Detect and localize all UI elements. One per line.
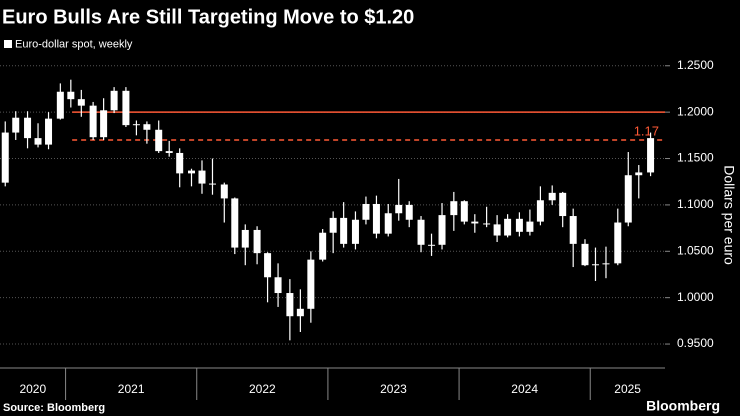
candle-body	[417, 219, 425, 245]
candle-body	[220, 184, 228, 199]
y-tick-label: 1.1000	[677, 197, 714, 211]
candle-body	[77, 99, 85, 106]
candle-body	[286, 293, 294, 317]
candle-body	[624, 175, 632, 223]
legend-swatch	[4, 40, 12, 48]
x-tick-label: 2020	[19, 382, 46, 396]
candle-body	[24, 117, 32, 139]
legend-label: Euro-dollar spot, weekly	[15, 38, 133, 50]
candle-body	[1, 132, 9, 183]
source: Source: Bloomberg	[3, 402, 105, 414]
candle-body	[296, 308, 304, 317]
candle-body	[329, 217, 337, 233]
candle-body	[34, 138, 42, 145]
candle-body	[460, 201, 468, 222]
candle-body	[581, 243, 589, 266]
candle-body	[198, 170, 206, 184]
candle-body	[362, 203, 370, 220]
candle-body	[165, 151, 173, 153]
candle-body	[493, 224, 501, 236]
y-tick-label: 1.2500	[677, 58, 714, 72]
chart-title: Euro Bulls Are Still Targeting Move to $…	[2, 6, 414, 28]
y-axis-label: Dollars per euro	[721, 165, 737, 265]
candle-body	[526, 221, 534, 232]
y-tick-label: 1.1500	[677, 151, 714, 165]
candle-body	[395, 204, 403, 214]
candle-body	[176, 152, 184, 174]
candle-body	[12, 117, 20, 133]
candle-body	[264, 253, 272, 278]
reference-label: 1.17	[634, 123, 659, 138]
candle-body	[450, 201, 458, 216]
candle-body	[155, 129, 163, 152]
candle-body	[253, 229, 261, 254]
candle-body	[340, 217, 348, 244]
candle-body	[208, 183, 216, 185]
candle-body	[536, 200, 544, 222]
candle-body	[471, 221, 479, 224]
candle-body	[569, 216, 577, 244]
candle-body	[548, 192, 556, 201]
x-tick-label: 2023	[380, 382, 407, 396]
candle-body	[647, 138, 655, 173]
candle-body	[351, 219, 359, 244]
candle-body	[89, 105, 97, 138]
candle-body	[438, 215, 446, 245]
y-tick-label: 1.0500	[677, 243, 714, 257]
candle-body	[231, 198, 239, 248]
brand: Bloomberg	[646, 398, 720, 414]
y-tick-label: 0.9500	[677, 336, 714, 350]
candle-body	[614, 222, 622, 264]
candle-body	[372, 203, 380, 234]
candle-body	[132, 124, 140, 126]
x-tick-label: 2024	[511, 382, 538, 396]
candle-body	[187, 170, 195, 174]
candle-body	[591, 264, 599, 266]
candle-body	[384, 213, 392, 234]
candle-body	[483, 223, 491, 225]
candle-body	[110, 90, 118, 111]
candle-body	[405, 204, 413, 220]
x-tick-label: 2021	[118, 382, 145, 396]
x-tick-label: 2022	[249, 382, 276, 396]
candle-body	[559, 192, 567, 217]
candle-body	[143, 124, 151, 130]
candle-body	[428, 244, 436, 246]
x-tick-label: 2025	[614, 382, 641, 396]
candle-body	[100, 110, 108, 138]
candle-body	[67, 91, 75, 100]
candle-body	[307, 259, 315, 309]
y-tick-label: 1.2000	[677, 104, 714, 118]
candle-body	[602, 263, 610, 265]
candle-body	[122, 90, 130, 126]
candle-body	[515, 218, 523, 232]
candle-body	[504, 218, 512, 236]
candle-body	[241, 229, 249, 248]
candle-body	[45, 118, 53, 145]
candle-body	[319, 232, 327, 260]
candle-body	[274, 277, 282, 294]
candle-body	[635, 172, 643, 176]
y-tick-label: 1.0000	[677, 290, 714, 304]
candle-body	[56, 91, 64, 119]
